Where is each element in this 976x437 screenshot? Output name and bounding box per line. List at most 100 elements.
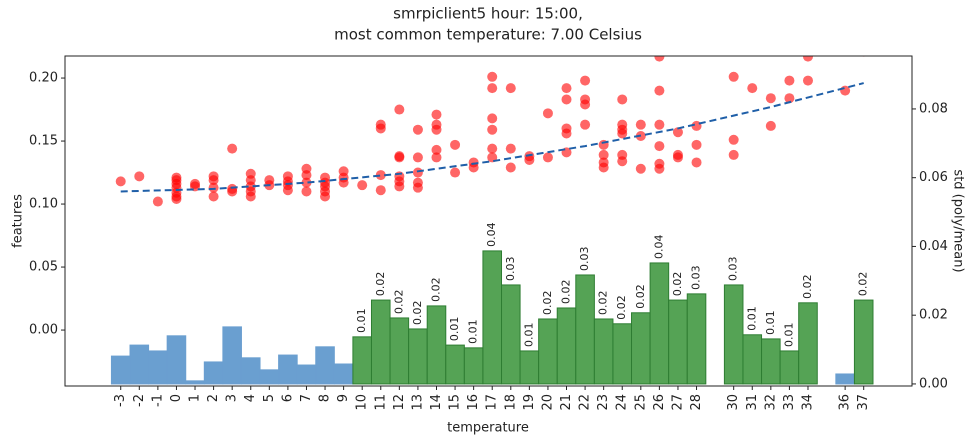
bar [519,350,540,385]
x-tick-label: 0 [169,394,184,402]
scatter-point [505,143,516,154]
y2-tick-label: 0.02 [919,308,948,323]
x-tick-label: 15 [448,394,463,411]
x-tick-label: 26 [652,394,667,411]
scatter-point [227,143,238,154]
scatter-point [171,194,182,205]
y2-tick-label: 0.00 [919,376,948,391]
bar-value-label: 0.02 [392,289,405,314]
scatter-point [617,128,628,139]
x-tick-label: 31 [745,394,760,411]
x-tick-label: 8 [318,394,333,402]
bar [686,293,707,385]
scatter-point [617,156,628,167]
scatter-point [617,94,628,105]
bar-value-label: 0.01 [764,310,777,335]
bar [556,307,577,385]
chart-title: most common temperature: 7.00 Celsius [334,26,642,44]
scatter-point [394,104,405,115]
chart-title: smrpiclient5 hour: 15:00, [393,5,583,23]
bar-value-label: 0.03 [504,256,517,280]
y-axis-label: features [11,194,26,248]
scatter-point [580,75,591,86]
x-tick-label: 16 [466,394,481,411]
scatter-point [728,71,739,82]
bar [612,323,633,385]
bar [352,336,372,385]
scatter-point [301,170,312,181]
bar [798,302,818,385]
bar [333,363,354,385]
x-tick-label: 24 [615,394,630,411]
scatter-point [765,93,776,104]
bar [315,346,335,385]
scatter-point [747,83,758,94]
plot-frame [64,55,913,387]
bar [408,328,428,385]
scatter-point [301,177,312,188]
bar [148,350,168,385]
bar-value-label: 0.02 [671,272,684,297]
scatter-point [728,149,739,160]
bar-value-label: 0.02 [374,272,387,297]
bar [426,305,447,385]
bar [463,347,484,385]
scatter-point [487,143,498,154]
x-tick-label: 9 [336,394,351,402]
bar [222,326,242,385]
scatter-point [487,83,498,94]
x-tick-label: 17 [485,394,500,411]
scatter-point [635,119,646,130]
scatter-point [728,134,739,145]
scatter-point [580,119,591,130]
scatter-point [691,157,702,168]
scatter-point [208,191,219,202]
x-tick-label: 33 [782,394,797,411]
scatter-point [672,127,683,138]
scatter-point [412,124,423,135]
scatter-point [375,170,386,181]
bar-value-label: 0.03 [578,246,591,271]
fit-line [120,82,864,193]
bar [649,262,670,385]
scatter-point [282,185,293,196]
x-tick-label: -3 [113,394,128,407]
bar [723,284,744,385]
y-tick-label: 0.20 [29,71,58,86]
scatter-point [152,196,163,207]
bar [538,318,558,385]
x-tick-label: 32 [763,394,778,411]
scatter-point [450,139,461,150]
scatter-point [542,152,553,163]
bar [668,299,688,385]
scatter-point [765,120,776,131]
scatter-point [691,139,702,150]
x-tick-label: 11 [373,394,388,411]
scatter-point [394,152,405,163]
scatter-point [524,154,535,165]
bar-value-label: 0.02 [597,290,610,315]
bar [482,250,503,385]
bar-value-label: 0.01 [355,308,368,333]
scatter-point [375,185,386,196]
scatter-point [412,167,423,178]
bar [779,350,800,385]
bar-value-label: 0.03 [727,256,740,281]
scatter-point [654,56,665,62]
y-tick-label: 0.15 [29,134,58,149]
x-tick-label: 7 [299,394,314,402]
bar [259,369,280,385]
scatter-point [357,180,368,191]
bar [129,344,150,385]
scatter-point [487,71,498,82]
bar-value-label: 0.01 [448,317,461,342]
bar-value-label: 0.02 [411,300,424,325]
x-tick-label: 36 [838,394,853,411]
scatter-point [561,83,572,94]
bar [110,355,131,385]
bar [203,361,224,385]
x-axis-label: temperature [447,421,529,436]
x-tick-label: 25 [633,394,648,411]
bar [278,354,298,385]
